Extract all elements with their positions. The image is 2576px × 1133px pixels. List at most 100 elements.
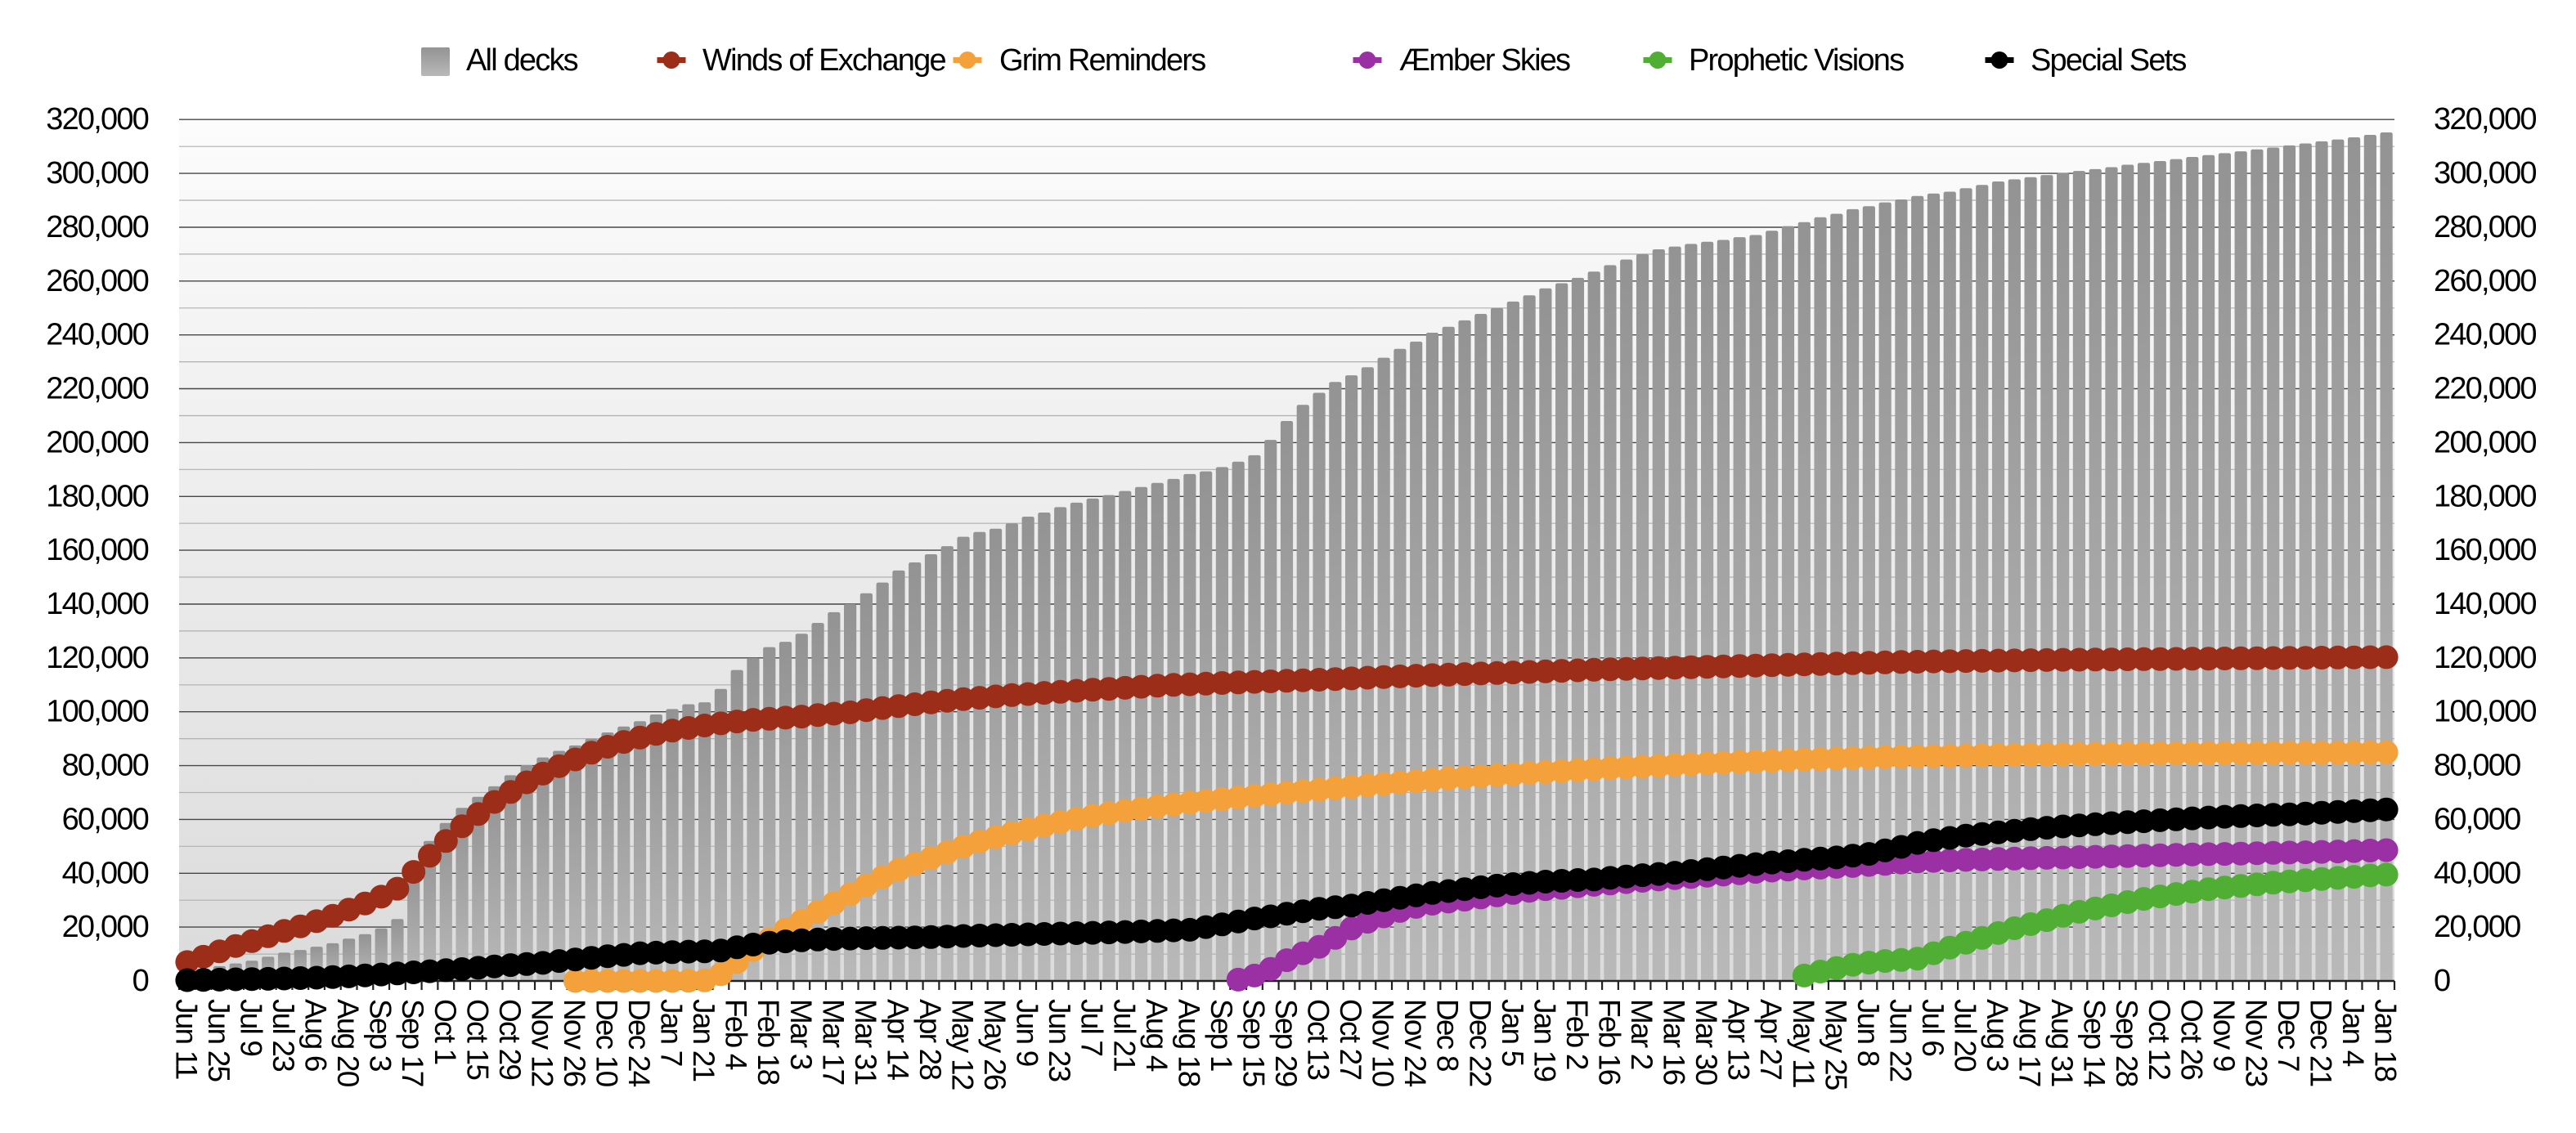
svg-text:Nov 26: Nov 26 (558, 999, 591, 1086)
svg-text:40,000: 40,000 (62, 856, 149, 890)
svg-text:Feb 16: Feb 16 (1593, 999, 1627, 1085)
svg-text:Nov 23: Nov 23 (2239, 999, 2273, 1086)
svg-text:May 12: May 12 (946, 999, 980, 1090)
svg-text:Feb 2: Feb 2 (1560, 999, 1594, 1069)
svg-text:Aug 4: Aug 4 (1140, 999, 1174, 1072)
svg-text:Feb 18: Feb 18 (752, 999, 785, 1085)
svg-text:Grim Reminders: Grim Reminders (999, 43, 1205, 78)
svg-text:Apr 28: Apr 28 (913, 999, 947, 1079)
svg-text:Jan 19: Jan 19 (1528, 999, 1561, 1082)
svg-text:0: 0 (2434, 964, 2450, 998)
svg-text:Jan 5: Jan 5 (1496, 999, 1529, 1067)
svg-text:180,000: 180,000 (46, 479, 148, 513)
svg-text:40,000: 40,000 (2434, 856, 2520, 890)
svg-text:May 25: May 25 (1819, 999, 1852, 1090)
svg-text:Nov 9: Nov 9 (2207, 999, 2241, 1071)
svg-text:140,000: 140,000 (2434, 587, 2536, 621)
svg-text:0: 0 (132, 964, 149, 998)
svg-text:Sep 29: Sep 29 (1269, 999, 1303, 1086)
svg-text:220,000: 220,000 (46, 372, 148, 406)
svg-text:Dec 22: Dec 22 (1463, 999, 1497, 1086)
svg-text:Sep 14: Sep 14 (2078, 999, 2112, 1087)
svg-text:Dec 8: Dec 8 (1431, 999, 1465, 1071)
svg-text:Nov 10: Nov 10 (1367, 999, 1400, 1087)
svg-text:Jun 25: Jun 25 (202, 999, 236, 1082)
svg-text:Sep 28: Sep 28 (2110, 999, 2143, 1086)
svg-text:Mar 16: Mar 16 (1658, 999, 1691, 1085)
svg-text:Jun 22: Jun 22 (1883, 999, 1917, 1082)
svg-text:Oct 26: Oct 26 (2174, 999, 2208, 1079)
svg-text:Mar 31: Mar 31 (849, 999, 882, 1085)
svg-text:Oct 12: Oct 12 (2143, 999, 2176, 1079)
svg-text:280,000: 280,000 (46, 210, 148, 244)
svg-text:Mar 2: Mar 2 (1625, 999, 1658, 1069)
svg-text:Apr 27: Apr 27 (1754, 999, 1788, 1079)
svg-text:Jan 18: Jan 18 (2369, 999, 2403, 1082)
svg-text:80,000: 80,000 (2434, 749, 2520, 783)
svg-text:Dec 10: Dec 10 (590, 999, 624, 1087)
svg-text:Aug 6: Aug 6 (299, 999, 333, 1071)
svg-text:Special Sets: Special Sets (2031, 43, 2186, 78)
svg-text:Prophetic Visions: Prophetic Visions (1689, 43, 1904, 78)
svg-text:Winds of Exchange: Winds of Exchange (702, 43, 945, 78)
svg-text:Aug 18: Aug 18 (1172, 999, 1205, 1086)
svg-text:20,000: 20,000 (62, 910, 149, 944)
svg-text:220,000: 220,000 (2434, 372, 2536, 406)
svg-text:300,000: 300,000 (46, 156, 148, 190)
svg-text:160,000: 160,000 (46, 533, 148, 567)
svg-text:May 26: May 26 (978, 999, 1012, 1090)
svg-text:60,000: 60,000 (2434, 802, 2520, 836)
svg-text:100,000: 100,000 (2434, 695, 2536, 729)
svg-text:Mar 3: Mar 3 (784, 999, 818, 1069)
svg-text:Nov 24: Nov 24 (1398, 999, 1432, 1087)
svg-text:240,000: 240,000 (46, 318, 148, 352)
svg-text:120,000: 120,000 (2434, 641, 2536, 675)
svg-text:20,000: 20,000 (2434, 910, 2520, 944)
svg-text:Dec 24: Dec 24 (622, 999, 656, 1087)
svg-text:60,000: 60,000 (62, 802, 149, 836)
svg-text:Aug 3: Aug 3 (1981, 999, 2014, 1071)
svg-text:Sep 3: Sep 3 (364, 999, 397, 1071)
svg-text:200,000: 200,000 (2434, 425, 2536, 459)
svg-text:Oct 15: Oct 15 (460, 999, 494, 1080)
svg-text:240,000: 240,000 (2434, 318, 2536, 352)
svg-text:Jul 6: Jul 6 (1916, 999, 1950, 1055)
svg-text:320,000: 320,000 (2434, 102, 2536, 137)
svg-text:Jan 4: Jan 4 (2336, 999, 2370, 1067)
svg-text:Dec 21: Dec 21 (2304, 999, 2338, 1086)
svg-text:Jun 9: Jun 9 (1011, 999, 1044, 1066)
svg-text:All decks: All decks (466, 43, 578, 78)
svg-text:Jun 23: Jun 23 (1043, 999, 1076, 1082)
svg-text:Sep 15: Sep 15 (1237, 999, 1271, 1087)
svg-text:Aug 31: Aug 31 (2045, 999, 2079, 1086)
svg-text:Apr 14: Apr 14 (881, 999, 914, 1080)
svg-text:Jul 7: Jul 7 (1075, 999, 1109, 1055)
svg-text:Jul 21: Jul 21 (1107, 999, 1141, 1071)
svg-text:Aug 20: Aug 20 (331, 999, 365, 1087)
svg-text:Jun 8: Jun 8 (1851, 999, 1885, 1066)
svg-text:140,000: 140,000 (46, 587, 148, 621)
svg-text:Oct 1: Oct 1 (429, 999, 462, 1064)
svg-text:Jul 23: Jul 23 (267, 999, 300, 1071)
svg-text:280,000: 280,000 (2434, 210, 2536, 244)
svg-text:Sep 17: Sep 17 (396, 999, 429, 1086)
svg-text:Jan 21: Jan 21 (687, 999, 720, 1082)
svg-text:260,000: 260,000 (2434, 264, 2536, 298)
svg-text:300,000: 300,000 (2434, 156, 2536, 190)
svg-text:Æmber Skies: Æmber Skies (1399, 43, 1570, 78)
svg-text:Jul 20: Jul 20 (1949, 999, 1982, 1072)
svg-text:Oct 29: Oct 29 (493, 999, 527, 1079)
svg-text:180,000: 180,000 (2434, 479, 2536, 513)
svg-text:Jul 9: Jul 9 (235, 999, 268, 1055)
svg-text:Aug 17: Aug 17 (2013, 999, 2047, 1086)
svg-text:Jan 7: Jan 7 (655, 999, 689, 1066)
svg-text:Feb 4: Feb 4 (720, 999, 753, 1070)
svg-text:May 11: May 11 (1787, 999, 1820, 1087)
svg-text:160,000: 160,000 (2434, 533, 2536, 567)
svg-text:Oct 27: Oct 27 (1334, 999, 1367, 1079)
svg-text:Mar 30: Mar 30 (1690, 999, 1723, 1086)
svg-text:Sep 1: Sep 1 (1205, 999, 1238, 1071)
svg-text:Oct 13: Oct 13 (1302, 999, 1335, 1079)
svg-text:320,000: 320,000 (46, 102, 148, 137)
svg-text:Mar 17: Mar 17 (816, 999, 850, 1085)
